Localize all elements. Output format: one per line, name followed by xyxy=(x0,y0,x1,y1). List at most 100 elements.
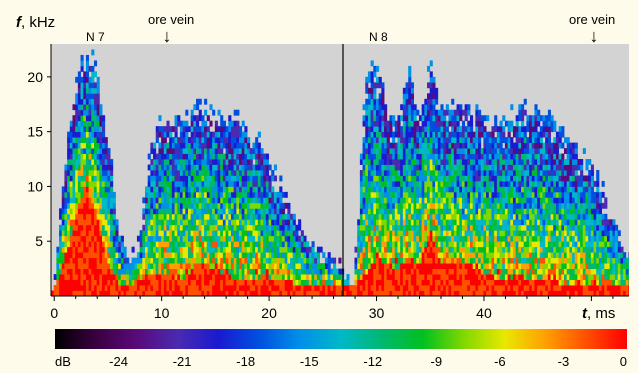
heatmap-cell xyxy=(429,191,433,198)
heatmap-cell xyxy=(72,175,76,182)
heatmap-cell xyxy=(545,191,549,198)
heatmap-cell xyxy=(265,279,269,286)
heatmap-cell xyxy=(308,257,312,264)
heatmap-cell xyxy=(252,148,256,154)
heatmap-cell xyxy=(112,224,116,231)
heatmap-cell xyxy=(91,268,95,275)
heatmap-cell xyxy=(93,137,98,144)
heatmap-cell xyxy=(357,230,361,237)
heatmap-cell xyxy=(435,246,439,253)
heatmap-cell xyxy=(155,164,159,171)
heatmap-cell xyxy=(96,76,100,83)
heatmap-cell xyxy=(440,213,444,220)
heatmap-cell xyxy=(459,246,463,253)
heatmap-cell xyxy=(281,246,286,253)
heatmap-cell xyxy=(67,202,71,209)
heatmap-cell xyxy=(483,285,487,291)
heatmap-cell xyxy=(416,219,420,226)
heatmap-cell xyxy=(381,153,385,160)
heatmap-cell xyxy=(91,230,95,237)
heatmap-cell xyxy=(88,109,92,116)
heatmap-cell xyxy=(400,219,404,226)
heatmap-cell xyxy=(153,257,157,264)
heatmap-cell xyxy=(378,246,382,253)
heatmap-cell xyxy=(472,219,476,226)
heatmap-cell xyxy=(206,202,210,209)
heatmap-cell xyxy=(400,104,404,111)
heatmap-cell xyxy=(276,202,280,209)
heatmap-cell xyxy=(255,153,259,160)
heatmap-cell xyxy=(421,202,425,209)
heatmap-cell xyxy=(91,65,95,72)
heatmap-cell xyxy=(392,170,396,176)
heatmap-cell xyxy=(214,268,218,275)
heatmap-cell xyxy=(166,246,170,253)
heatmap-cell xyxy=(85,93,90,100)
heatmap-cell xyxy=(99,175,103,182)
heatmap-cell xyxy=(459,224,463,231)
heatmap-cell xyxy=(182,235,186,242)
heatmap-cell xyxy=(281,224,286,231)
heatmap-cell xyxy=(279,197,283,204)
heatmap-cell xyxy=(236,252,240,259)
heatmap-cell xyxy=(153,148,157,154)
heatmap-cell xyxy=(80,82,84,89)
heatmap-cell xyxy=(271,197,275,204)
heatmap-cell xyxy=(531,252,535,259)
heatmap-cell xyxy=(405,164,409,171)
heatmap-cell xyxy=(77,104,81,111)
heatmap-cell xyxy=(470,285,474,291)
heatmap-cell xyxy=(314,290,318,296)
heatmap-cell xyxy=(357,285,361,291)
heatmap-cell xyxy=(448,285,452,291)
heatmap-cell xyxy=(273,219,278,226)
heatmap-cell xyxy=(472,175,476,182)
heatmap-cell xyxy=(209,219,213,226)
heatmap-cell xyxy=(480,285,484,291)
heatmap-cell xyxy=(198,257,202,264)
heatmap-cell xyxy=(85,224,90,231)
heatmap-cell xyxy=(531,219,535,226)
heatmap-cell xyxy=(241,137,245,144)
heatmap-cell xyxy=(432,109,436,116)
heatmap-cell xyxy=(220,219,224,226)
heatmap-cell xyxy=(201,148,205,154)
heatmap-cell xyxy=(467,246,471,253)
heatmap-cell xyxy=(255,170,259,176)
heatmap-cell xyxy=(367,202,372,209)
heatmap-cell xyxy=(190,268,194,275)
heatmap-cell xyxy=(354,279,358,286)
heatmap-cell xyxy=(512,235,517,242)
heatmap-cell xyxy=(241,219,245,226)
heatmap-cell xyxy=(110,170,114,176)
heatmap-cell xyxy=(204,142,208,149)
heatmap-cell xyxy=(220,285,224,291)
heatmap-cell xyxy=(147,241,151,248)
heatmap-cell xyxy=(470,170,474,176)
heatmap-cell xyxy=(322,252,326,259)
heatmap-cell xyxy=(171,224,175,231)
heatmap-cell xyxy=(196,268,200,275)
heatmap-cell xyxy=(75,109,79,116)
heatmap-cell xyxy=(182,246,186,253)
heatmap-cell xyxy=(478,153,482,160)
heatmap-cell xyxy=(166,235,170,242)
heatmap-cell xyxy=(453,263,457,270)
heatmap-cell xyxy=(61,230,65,237)
heatmap-cell xyxy=(201,285,205,291)
heatmap-cell xyxy=(136,235,141,242)
heatmap-cell xyxy=(80,126,84,133)
heatmap-cell xyxy=(370,153,374,160)
heatmap-cell xyxy=(402,159,406,165)
heatmap-cell xyxy=(418,279,423,286)
heatmap-cell xyxy=(85,109,90,116)
heatmap-cell xyxy=(478,159,482,165)
heatmap-cell xyxy=(523,213,527,220)
heatmap-cell xyxy=(381,241,385,248)
heatmap-cell xyxy=(187,148,192,154)
heatmap-cell xyxy=(486,115,490,122)
heatmap-cell xyxy=(61,252,65,259)
heatmap-cell xyxy=(225,290,229,296)
heatmap-cell xyxy=(518,137,522,144)
heatmap-cell xyxy=(523,241,527,248)
